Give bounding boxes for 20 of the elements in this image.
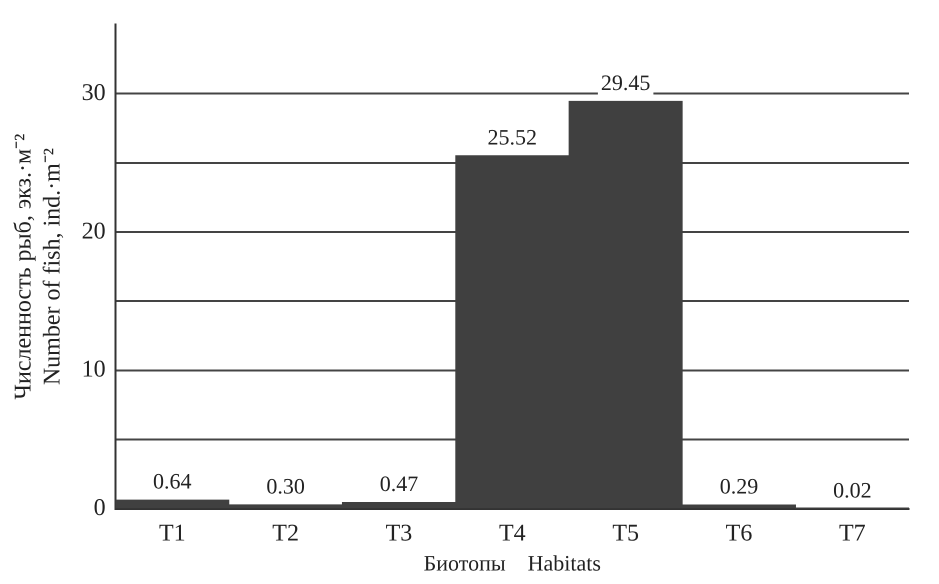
y-tick-label: 30 xyxy=(82,80,106,106)
x-tick-label: T4 xyxy=(498,520,526,546)
y-tick-label: 20 xyxy=(82,218,106,244)
x-tick-label: T1 xyxy=(158,520,186,546)
x-tick-label: T5 xyxy=(612,520,639,546)
x-axis-title: Биотопы Habitats xyxy=(424,550,601,576)
data-label: 29.45 xyxy=(600,70,650,95)
data-label: 0.29 xyxy=(720,474,758,499)
data-label: 0.02 xyxy=(833,477,872,502)
x-tick-label: T7 xyxy=(838,520,866,546)
y-tick-label: 10 xyxy=(82,356,106,383)
x-tick-label: T6 xyxy=(726,520,752,546)
y-axis-title: Численность рыб, экз.·м⁻² Number of fish, ind.·m⁻² xyxy=(10,134,66,400)
data-label: 0.30 xyxy=(266,473,305,498)
y-tick-label: 0 xyxy=(94,495,106,522)
x-tick-label: T3 xyxy=(386,520,412,546)
data-label: 25.52 xyxy=(488,124,538,150)
x-tick-label: T2 xyxy=(272,520,299,546)
data-label: 0.47 xyxy=(380,471,418,496)
data-label: 0.64 xyxy=(153,468,192,494)
